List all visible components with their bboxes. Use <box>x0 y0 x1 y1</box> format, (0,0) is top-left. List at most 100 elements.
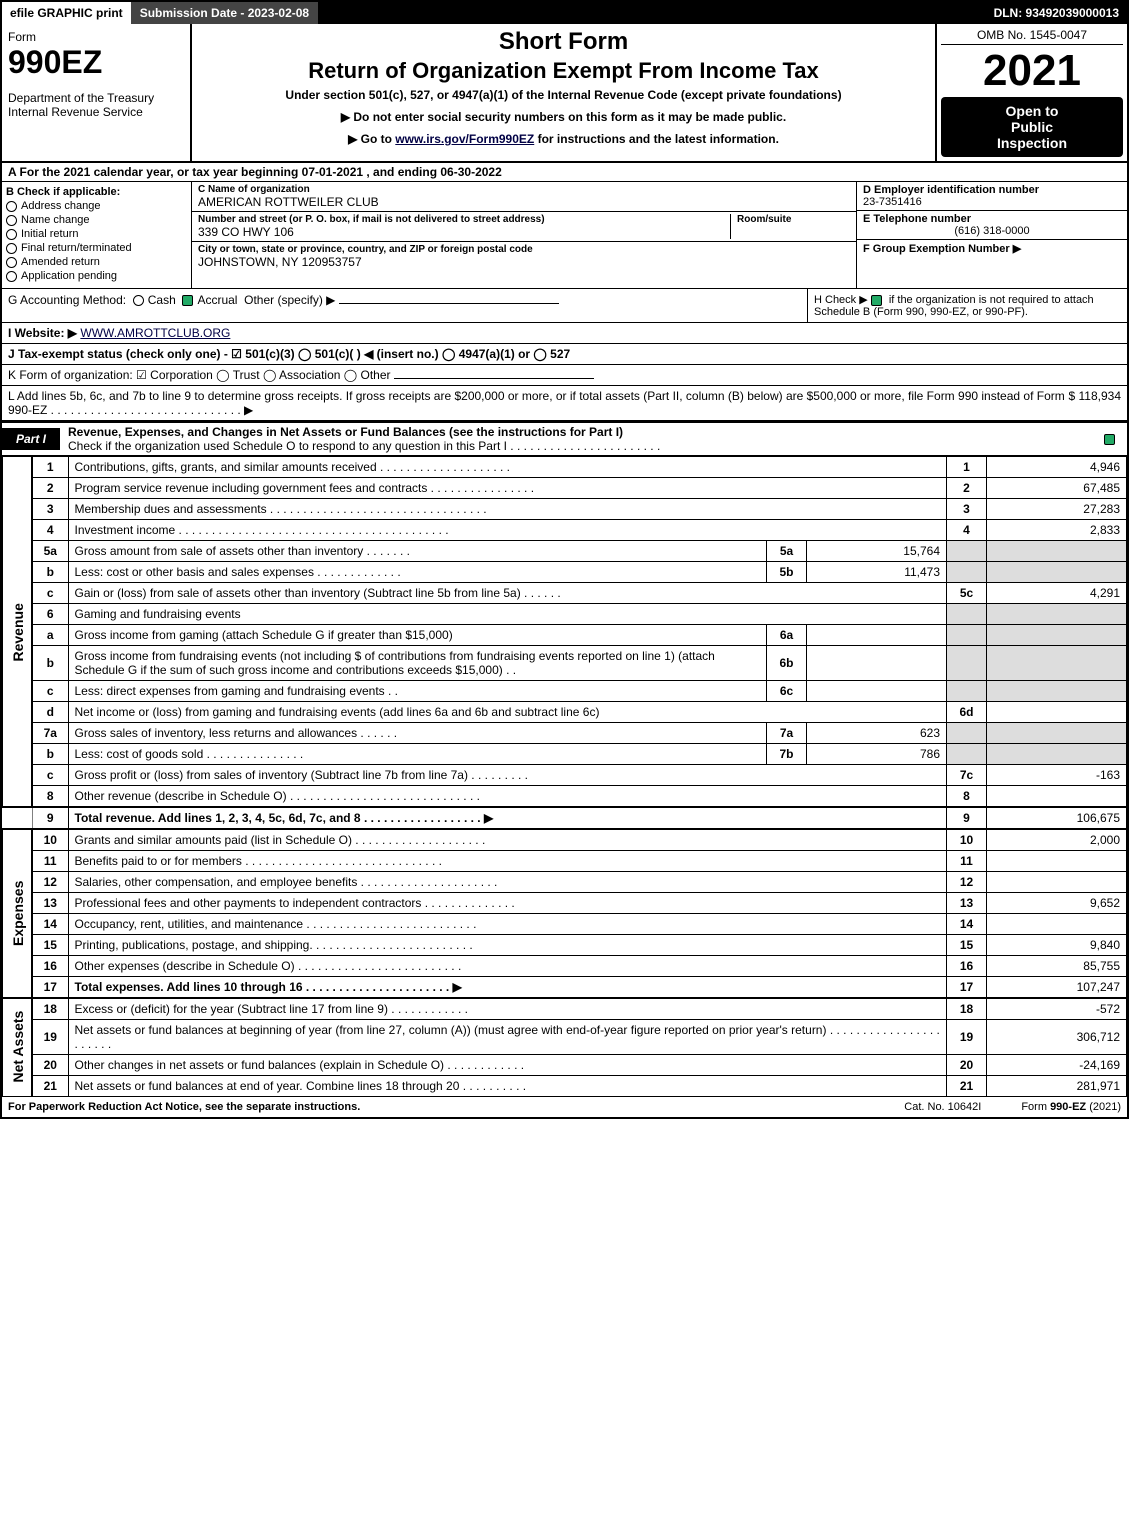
line-val: 107,247 <box>987 977 1127 999</box>
row-k: K Form of organization: ☑ Corporation ◯ … <box>2 365 1127 386</box>
chk-label: Final return/terminated <box>21 242 132 254</box>
line-num: b <box>32 744 68 765</box>
line-desc: Membership dues and assessments . . . . … <box>68 499 947 520</box>
line-desc: Gross income from fundraising events (no… <box>68 646 767 681</box>
line-desc: Net income or (loss) from gaming and fun… <box>68 702 947 723</box>
line-ref: 8 <box>947 786 987 808</box>
efile-print-label[interactable]: efile GRAPHIC print <box>2 2 132 24</box>
line-ref: 15 <box>947 935 987 956</box>
chk-final-return[interactable]: Final return/terminated <box>6 242 187 254</box>
g-label: G Accounting Method: <box>8 293 126 307</box>
line-val: -572 <box>987 998 1127 1020</box>
header-left: Form 990EZ Department of the Treasury In… <box>2 24 192 161</box>
part-1-check[interactable] <box>1096 430 1127 448</box>
open-line-2: Public <box>945 119 1119 135</box>
form-number: 990EZ <box>8 44 184 81</box>
table-row: 4Investment income . . . . . . . . . . .… <box>3 520 1127 541</box>
chk-address-change[interactable]: Address change <box>6 200 187 212</box>
part-1-tab: Part I <box>2 428 60 450</box>
part-1-header: Part I Revenue, Expenses, and Changes in… <box>2 421 1127 456</box>
k-other-input[interactable] <box>394 378 594 379</box>
line-desc: Gross income from gaming (attach Schedul… <box>68 625 767 646</box>
dln-label: DLN: 93492039000013 <box>986 2 1127 24</box>
mid-val <box>807 625 947 646</box>
footer-left: For Paperwork Reduction Act Notice, see … <box>8 1101 864 1113</box>
h-check[interactable] <box>871 295 882 306</box>
line-num: 4 <box>32 520 68 541</box>
bullet-goto-pre: ▶ Go to <box>348 132 395 146</box>
line-num: 7a <box>32 723 68 744</box>
line-val <box>987 914 1127 935</box>
part-1-title-text: Revenue, Expenses, and Changes in Net As… <box>68 425 623 439</box>
chk-label: Amended return <box>21 256 100 268</box>
line-val <box>987 786 1127 808</box>
shaded-cell <box>947 681 987 702</box>
line-num: 12 <box>32 872 68 893</box>
line-ref: 4 <box>947 520 987 541</box>
table-row: aGross income from gaming (attach Schedu… <box>3 625 1127 646</box>
shaded-cell <box>947 723 987 744</box>
form-header: Form 990EZ Department of the Treasury In… <box>2 24 1127 163</box>
footer-right: Form 990-EZ (2021) <box>1021 1101 1121 1113</box>
website-link[interactable]: WWW.AMROTTCLUB.ORG <box>80 326 230 340</box>
line-ref: 10 <box>947 829 987 851</box>
footer-form-post: (2021) <box>1089 1101 1121 1113</box>
line-num: d <box>32 702 68 723</box>
chk-initial-return[interactable]: Initial return <box>6 228 187 240</box>
g-cash-check[interactable] <box>133 295 144 306</box>
shaded-cell <box>947 604 987 625</box>
open-line-3: Inspection <box>945 135 1119 151</box>
street-label: Number and street (or P. O. box, if mail… <box>198 214 730 225</box>
line-num: 13 <box>32 893 68 914</box>
line-num: 11 <box>32 851 68 872</box>
mid-ref: 6c <box>767 681 807 702</box>
line-desc: Investment income . . . . . . . . . . . … <box>68 520 947 541</box>
table-row: 14Occupancy, rent, utilities, and mainte… <box>3 914 1127 935</box>
dept-line-2: Internal Revenue Service <box>8 105 184 119</box>
line-val: 306,712 <box>987 1020 1127 1055</box>
part-1-subtitle: Check if the organization used Schedule … <box>68 439 660 453</box>
chk-name-change[interactable]: Name change <box>6 214 187 226</box>
l-amount: $ 118,934 <box>1069 389 1122 417</box>
line-desc: Gross sales of inventory, less returns a… <box>68 723 767 744</box>
line-num: 16 <box>32 956 68 977</box>
table-row: 3Membership dues and assessments . . . .… <box>3 499 1127 520</box>
g-other-input[interactable] <box>339 303 559 304</box>
line-num: 15 <box>32 935 68 956</box>
mid-ref: 7a <box>767 723 807 744</box>
line-num: 5a <box>32 541 68 562</box>
bullet-ssn: ▶ Do not enter social security numbers o… <box>198 110 929 124</box>
shaded-cell <box>947 562 987 583</box>
chk-application-pending[interactable]: Application pending <box>6 270 187 282</box>
lines-table: Revenue 1 Contributions, gifts, grants, … <box>2 456 1127 1097</box>
i-label: I Website: ▶ <box>8 326 77 340</box>
col-b-header: B Check if applicable: <box>6 186 187 198</box>
table-row: dNet income or (loss) from gaming and fu… <box>3 702 1127 723</box>
line-17-bold: Total expenses. Add lines 10 through 16 … <box>75 980 462 994</box>
org-name-value: AMERICAN ROTTWEILER CLUB <box>198 195 850 209</box>
org-name-cell: C Name of organization AMERICAN ROTTWEIL… <box>192 182 856 212</box>
chk-amended-return[interactable]: Amended return <box>6 256 187 268</box>
line-desc: Less: cost or other basis and sales expe… <box>68 562 767 583</box>
g-accrual-check[interactable] <box>182 295 193 306</box>
line-val <box>987 872 1127 893</box>
row-h: H Check ▶ if the organization is not req… <box>807 289 1127 322</box>
table-row: Net Assets 18Excess or (deficit) for the… <box>3 998 1127 1020</box>
shaded-cell <box>987 723 1127 744</box>
line-desc: Printing, publications, postage, and shi… <box>68 935 947 956</box>
shaded-cell <box>987 681 1127 702</box>
bullet-goto-post: for instructions and the latest informat… <box>538 132 779 146</box>
line-ref: 9 <box>947 807 987 829</box>
line-desc: Gross amount from sale of assets other t… <box>68 541 767 562</box>
irs-link[interactable]: www.irs.gov/Form990EZ <box>395 132 534 146</box>
city-value: JOHNSTOWN, NY 120953757 <box>198 255 850 269</box>
dept-line-1: Department of the Treasury <box>8 91 184 105</box>
line-desc: Occupancy, rent, utilities, and maintena… <box>68 914 947 935</box>
line-val: 9,652 <box>987 893 1127 914</box>
line-num: 19 <box>32 1020 68 1055</box>
table-row: Expenses 10Grants and similar amounts pa… <box>3 829 1127 851</box>
table-row: 19Net assets or fund balances at beginni… <box>3 1020 1127 1055</box>
line-val: 106,675 <box>987 807 1127 829</box>
footer-form-bold: 990-EZ <box>1050 1101 1086 1113</box>
line-desc: Grants and similar amounts paid (list in… <box>68 829 947 851</box>
